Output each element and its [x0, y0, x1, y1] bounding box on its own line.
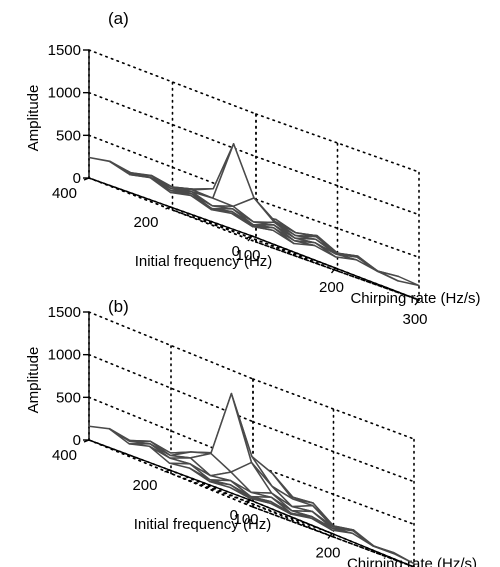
- surface-mesh: [88, 143, 420, 287]
- surface-cell: [229, 486, 272, 505]
- z-tick-label: 500: [56, 389, 81, 406]
- x-tick-label: 100: [233, 511, 258, 528]
- x-tick-label: 200: [315, 545, 340, 562]
- y-tick-label: 0: [232, 243, 240, 260]
- grid-line-x-floor-2: [252, 506, 415, 567]
- grid-line-z-right-wall-2: [255, 155, 420, 216]
- y-tick-label: 200: [132, 477, 157, 494]
- grid-line-x-floor-2: [255, 241, 420, 301]
- grid-line-x-floor-1: [170, 472, 333, 535]
- x-tick-mark-0: [245, 499, 251, 506]
- y-axis-label: Initial frequency (Hz): [134, 516, 272, 533]
- y-axis-label: Initial frequency (Hz): [135, 253, 273, 270]
- y-tick-mark-2: [83, 439, 90, 443]
- y-tick-label: 0: [230, 507, 238, 524]
- grid-line-z-left-wall-1: [88, 396, 254, 466]
- grid-line-z-left-wall-2: [88, 91, 257, 158]
- x-tick-label: 100: [235, 247, 260, 264]
- z-tick-label: 1000: [48, 347, 81, 364]
- surface-cell: [230, 212, 274, 232]
- grid-line-y-floor-1: [169, 206, 339, 272]
- z-tick-label: 1000: [48, 85, 81, 102]
- y-tick-mark-1: [165, 206, 171, 210]
- x-axis-label: Chirping rate (Hz/s): [350, 290, 480, 307]
- grid-line-y-floor-1: [168, 469, 335, 538]
- grid-line-z-right-wall-1: [255, 198, 420, 259]
- x-tick-label: 300: [402, 311, 427, 328]
- grid-line-z-left-wall-1: [88, 134, 257, 201]
- surface-cell: [356, 255, 400, 278]
- chart-panel-1: 0 500 1000 1500 0 200 400 100 200 300 Amplitude Ini…: [25, 9, 481, 328]
- y-tick-mark-2: [83, 177, 90, 181]
- x-tick-label: 200: [319, 279, 344, 296]
- z-axis-label: Amplitude: [25, 347, 42, 414]
- y-tick-mark-1: [164, 469, 170, 473]
- y-tick-label: 400: [52, 447, 77, 464]
- x-tick-mark-2: [414, 299, 420, 306]
- grid-line-z-left-wall-3: [88, 311, 254, 380]
- grid-line-x-floor-1: [171, 209, 337, 269]
- grid-line-y-floor-2: [88, 177, 257, 243]
- panel-label: (b): [108, 297, 129, 316]
- grid-line-z-left-wall-3: [88, 49, 257, 115]
- z-tick-label: 1500: [48, 304, 81, 321]
- x-tick-mark-1: [330, 267, 337, 274]
- grid-line-z-right-wall-3: [255, 113, 420, 173]
- grid-line-y-floor-2: [88, 439, 254, 508]
- panel-label: (a): [108, 9, 129, 28]
- surface-mesh: [88, 392, 415, 565]
- z-tick-label: 500: [56, 127, 81, 144]
- z-tick-label: 1500: [48, 42, 81, 59]
- x-tick-mark-1: [327, 533, 333, 539]
- z-axis-label: Amplitude: [25, 85, 42, 152]
- z-tick-label: 0: [73, 170, 81, 187]
- z-tick-label: 0: [73, 432, 81, 449]
- x-axis-label: Chirping rate (Hz/s): [347, 556, 477, 567]
- grid-line-z-left-wall-2: [88, 353, 254, 423]
- y-tick-label: 200: [133, 214, 158, 231]
- surface-cell: [108, 427, 151, 443]
- chart-panel-2: 0 500 1000 1500 0 200 400 100 200 300 Amplitude Ini…: [25, 297, 477, 567]
- x-tick-mark-0: [247, 235, 253, 242]
- y-tick-label: 400: [52, 185, 77, 202]
